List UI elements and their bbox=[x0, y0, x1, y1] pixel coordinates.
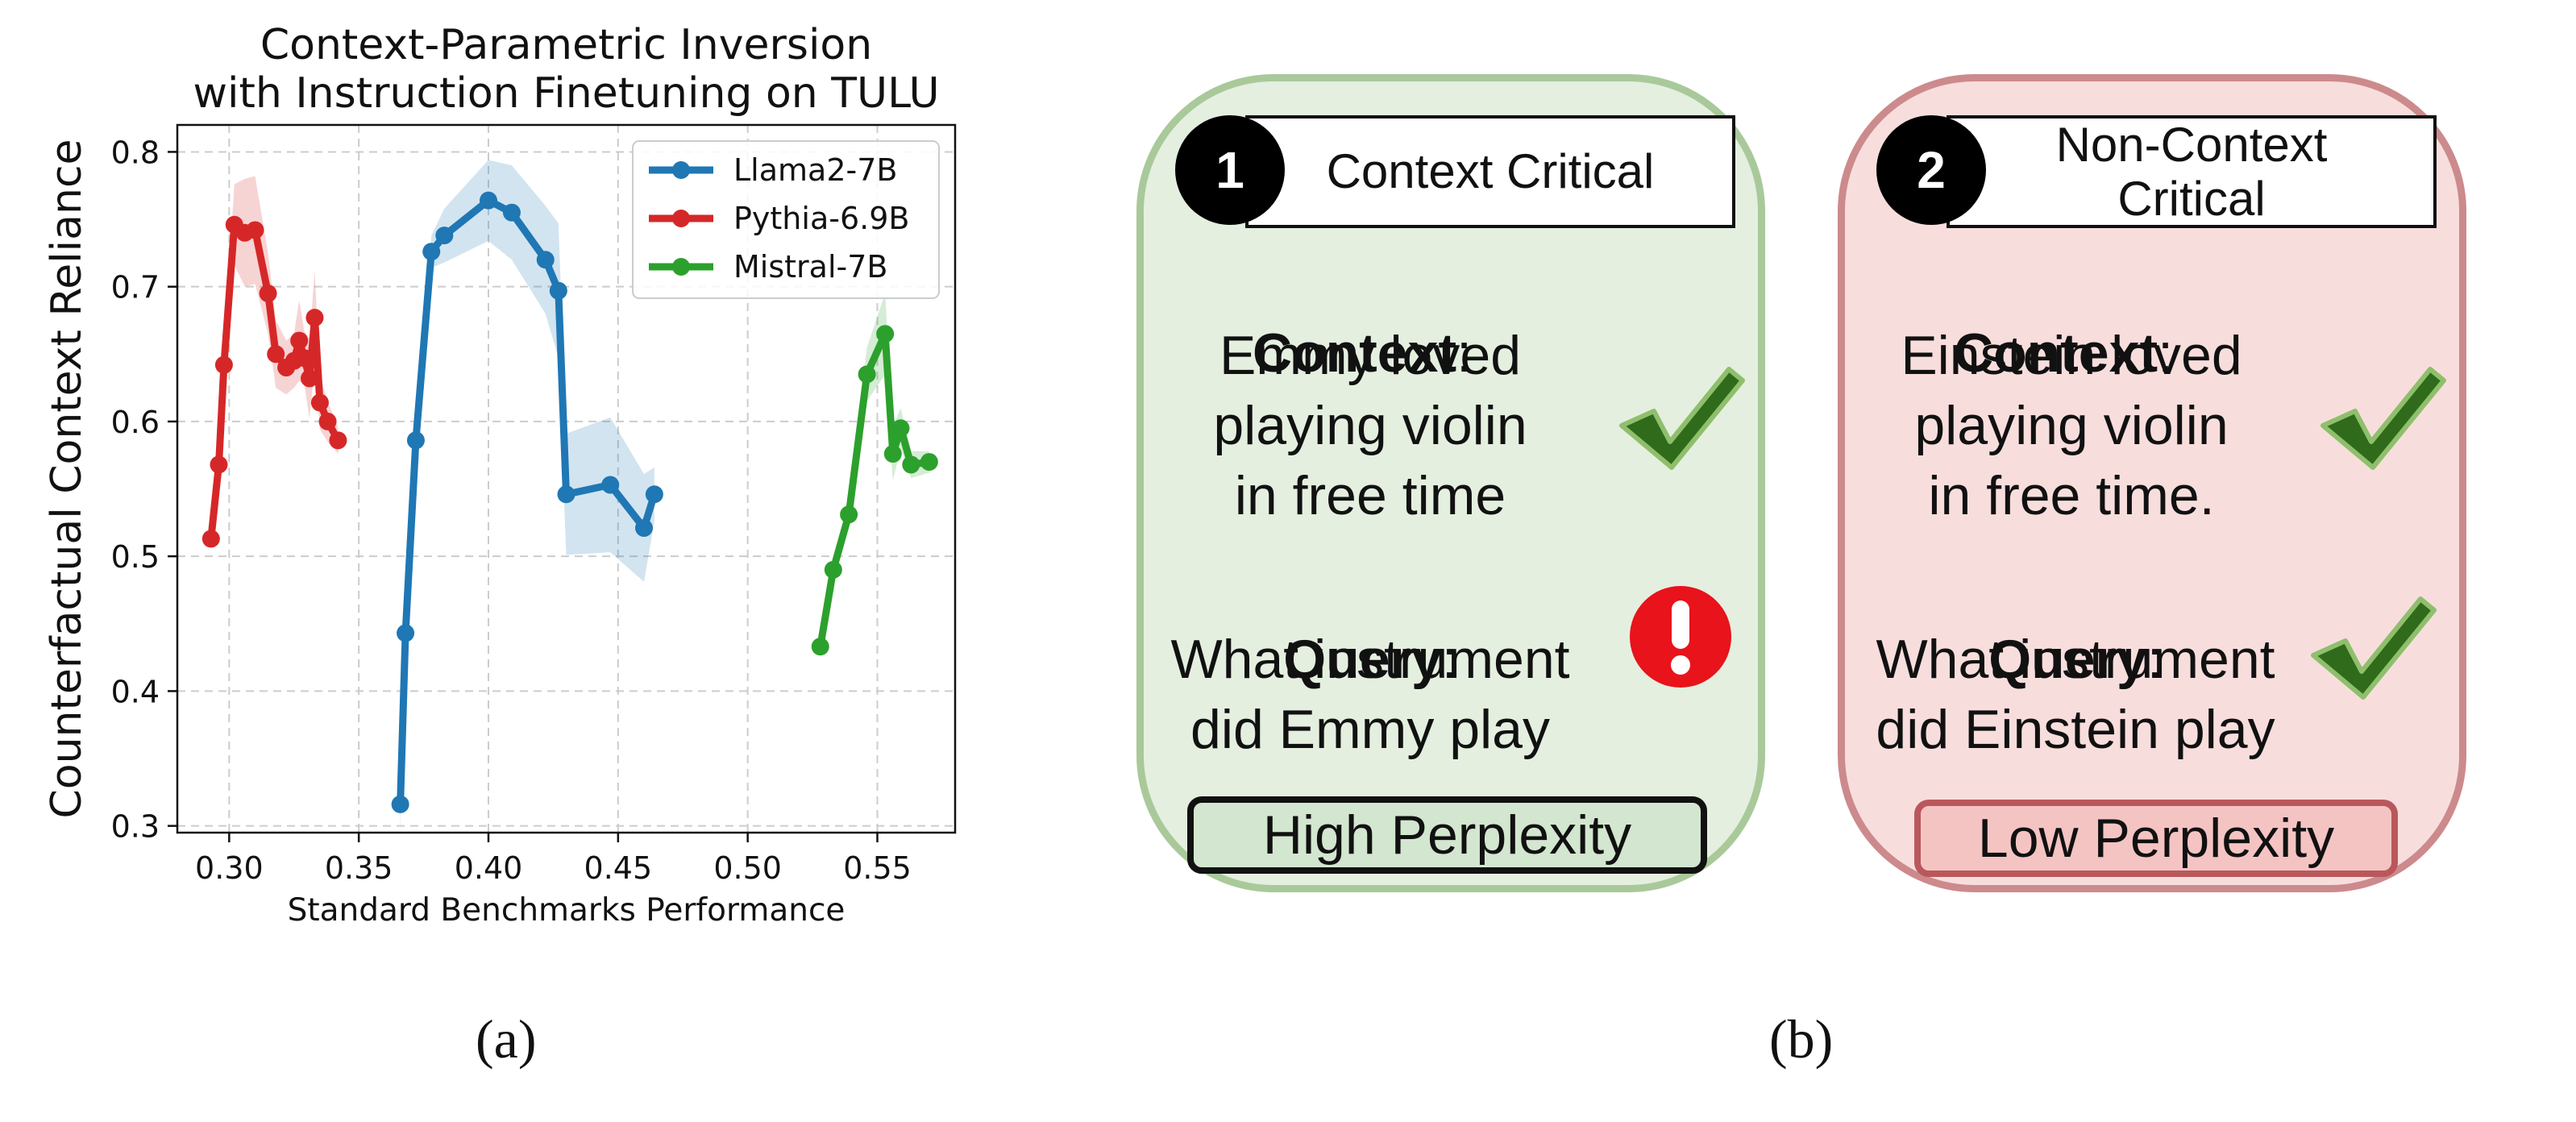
confidence-band bbox=[400, 160, 654, 832]
data-point bbox=[902, 455, 920, 474]
context-text: Einstein loved playing violin in free ti… bbox=[1901, 325, 2242, 527]
context-label: Context: bbox=[1252, 322, 1472, 384]
data-point bbox=[557, 485, 575, 504]
confidence-band bbox=[820, 293, 929, 654]
legend-marker bbox=[672, 258, 690, 276]
y-tick-label: 0.4 bbox=[111, 674, 160, 709]
data-point bbox=[295, 349, 314, 368]
y-tick-label: 0.5 bbox=[111, 539, 160, 575]
data-point bbox=[876, 325, 895, 343]
data-point bbox=[406, 431, 425, 450]
y-tick-label: 0.7 bbox=[111, 270, 160, 305]
data-point bbox=[214, 355, 233, 374]
data-point bbox=[645, 485, 663, 504]
data-point bbox=[635, 519, 653, 538]
number-badge-1: 1 bbox=[1175, 115, 1285, 225]
number-badge-2: 2 bbox=[1876, 115, 1986, 225]
data-point bbox=[840, 505, 858, 524]
data-point bbox=[397, 624, 415, 642]
data-point bbox=[601, 476, 620, 494]
data-point bbox=[259, 285, 277, 303]
exclamation-icon bbox=[1630, 586, 1731, 688]
checkmark-icon bbox=[2311, 596, 2437, 700]
data-point bbox=[301, 369, 319, 388]
data-point bbox=[502, 203, 521, 222]
query-label: Query: bbox=[1988, 629, 2163, 691]
data-point bbox=[391, 795, 409, 813]
data-point bbox=[920, 453, 938, 472]
data-point bbox=[435, 226, 454, 245]
data-point bbox=[824, 560, 842, 579]
x-tick-label: 0.40 bbox=[455, 850, 523, 886]
high-perplexity-box: High Perplexity bbox=[1187, 796, 1707, 874]
data-point bbox=[290, 331, 309, 350]
y-tick-label: 0.3 bbox=[111, 809, 160, 845]
card-title-context-critical: Context Critical bbox=[1245, 115, 1735, 228]
legend-marker bbox=[672, 161, 690, 179]
data-point bbox=[883, 445, 902, 463]
data-point bbox=[310, 393, 329, 412]
legend-label: Llama2-7B bbox=[733, 152, 897, 188]
data-point bbox=[267, 345, 285, 364]
x-axis-label: Standard Benchmarks Performance bbox=[288, 892, 846, 929]
data-point bbox=[480, 191, 497, 210]
x-tick-label: 0.30 bbox=[195, 850, 264, 886]
data-point bbox=[210, 455, 228, 474]
data-point bbox=[549, 281, 567, 300]
data-point bbox=[858, 365, 876, 384]
chart-title-line: Context-Parametric Inversion bbox=[260, 21, 872, 69]
legend-box bbox=[632, 140, 940, 299]
y-axis-label: Counterfactual Context Reliance bbox=[43, 139, 91, 818]
legend-label: Pythia-6.9B bbox=[733, 201, 909, 236]
query-label: Query: bbox=[1283, 629, 1457, 691]
checkmark-icon bbox=[2320, 367, 2446, 470]
query-text: What instrument did Emmy play bbox=[1170, 629, 1570, 761]
series-line bbox=[207, 221, 342, 539]
data-point bbox=[202, 530, 220, 548]
query-text: What instrument did Einstein play bbox=[1876, 629, 2275, 761]
checkmark-icon bbox=[1619, 367, 1745, 470]
x-tick-label: 0.45 bbox=[584, 850, 653, 886]
caption-b: (b) bbox=[1769, 1008, 1834, 1070]
x-tick-label: 0.50 bbox=[713, 850, 782, 886]
context-text: Emmy loved playing violin in free time bbox=[1213, 325, 1527, 527]
x-tick-label: 0.55 bbox=[843, 850, 912, 886]
low-perplexity-box: Low Perplexity bbox=[1914, 800, 2398, 877]
data-point bbox=[536, 251, 555, 269]
x-tick-label: 0.35 bbox=[325, 850, 393, 886]
plot-frame bbox=[176, 123, 957, 834]
data-point bbox=[305, 309, 324, 327]
y-tick-label: 0.6 bbox=[111, 405, 160, 440]
context-label: Context: bbox=[1953, 322, 2173, 384]
card-title-non-context-critical: Non-Context Critical bbox=[1947, 115, 2437, 228]
data-point bbox=[246, 221, 264, 239]
y-tick-label: 0.8 bbox=[111, 135, 160, 170]
data-point bbox=[329, 431, 347, 450]
legend-marker bbox=[672, 210, 690, 227]
data-point bbox=[422, 243, 441, 261]
data-point bbox=[891, 419, 910, 438]
legend-label: Mistral-7B bbox=[733, 249, 887, 285]
data-point bbox=[811, 638, 829, 656]
data-point bbox=[318, 412, 337, 430]
chart-title-line: with Instruction Finetuning on TULU bbox=[193, 69, 939, 118]
caption-a: (a) bbox=[476, 1008, 537, 1070]
